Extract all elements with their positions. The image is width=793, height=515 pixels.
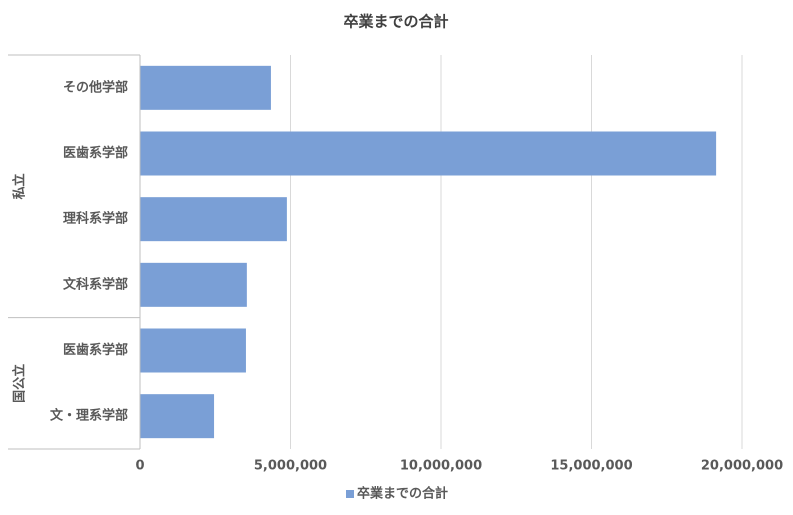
- bar: [140, 394, 215, 439]
- y-tick-label: 理科系学部: [63, 211, 128, 227]
- y-tick-label: 医歯系学部: [63, 145, 128, 161]
- y-tick-label: その他学部: [63, 79, 128, 95]
- y-tick-label: 医歯系学部: [63, 342, 128, 358]
- chart-title: 卒業までの合計: [343, 13, 448, 31]
- x-tick-label: 0: [135, 459, 144, 474]
- bar: [140, 197, 287, 242]
- x-tick-label: 10,000,000: [400, 459, 482, 474]
- legend-label: 卒業までの合計: [357, 486, 448, 502]
- x-tick-label: 20,000,000: [701, 459, 783, 474]
- legend-swatch: [346, 490, 354, 498]
- bar: [140, 328, 246, 373]
- bar: [140, 262, 247, 307]
- x-tick-label: 15,000,000: [550, 459, 632, 474]
- bar: [140, 131, 717, 176]
- y-tick-label: 文・理系学部: [50, 408, 128, 424]
- group-label: 国公立: [12, 364, 28, 403]
- x-tick-label: 5,000,000: [254, 459, 327, 474]
- group-label: 私立: [12, 173, 28, 199]
- y-tick-label: 文科系学部: [63, 276, 128, 292]
- bar: [140, 65, 271, 110]
